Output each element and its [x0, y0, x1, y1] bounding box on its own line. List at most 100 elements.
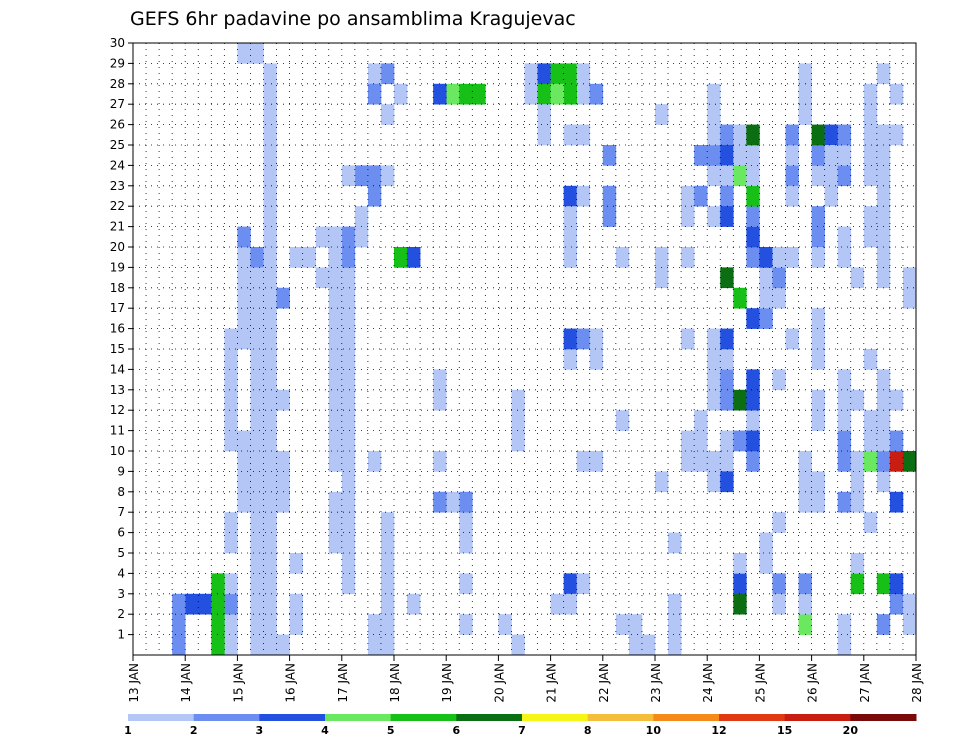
heatmap-cell	[459, 614, 473, 635]
heatmap-cell	[876, 389, 891, 411]
heatmap-cell	[889, 430, 904, 452]
colorbar-label: 3	[256, 724, 264, 737]
heatmap-cell	[628, 614, 643, 635]
heatmap-cell	[824, 124, 838, 146]
heatmap-cell	[263, 185, 277, 207]
heatmap-cell	[889, 389, 904, 411]
x-tick-label: 15 JAN	[231, 663, 245, 703]
heatmap-cells	[172, 43, 917, 656]
heatmap-cell	[341, 410, 356, 431]
heatmap-cell	[876, 451, 891, 472]
heatmap-cell	[902, 287, 917, 309]
heatmap-cell	[250, 532, 264, 554]
heatmap-cell	[681, 206, 695, 227]
heatmap-cell	[876, 226, 891, 248]
y-tick-label: 24	[110, 158, 125, 172]
heatmap-cell	[811, 471, 825, 493]
heatmap-cell	[694, 185, 708, 207]
heatmap-cell	[328, 267, 343, 289]
heatmap-cell	[811, 389, 825, 411]
heatmap-cell	[237, 287, 251, 309]
heatmap-cell	[328, 247, 343, 268]
heatmap-cell	[694, 430, 708, 452]
heatmap-cell	[341, 532, 356, 554]
heatmap-cell	[263, 553, 277, 574]
heatmap-cell	[772, 512, 786, 533]
colorbar-label: 10	[646, 724, 662, 737]
heatmap-cell	[446, 83, 460, 105]
heatmap-cell	[237, 491, 251, 513]
heatmap-cell	[289, 553, 303, 574]
heatmap-cell	[798, 593, 812, 615]
heatmap-cell	[785, 247, 799, 268]
heatmap-cell	[576, 63, 591, 85]
heatmap-cell	[263, 389, 277, 411]
heatmap-cell	[289, 593, 303, 615]
y-tick-label: 8	[117, 485, 125, 499]
heatmap-cell	[707, 165, 721, 187]
heatmap-cell	[720, 369, 734, 391]
heatmap-cell	[341, 451, 356, 472]
heatmap-cell	[211, 573, 225, 595]
y-tick-label: 23	[110, 179, 125, 193]
heatmap-cell	[537, 104, 551, 125]
heatmap-cell	[798, 63, 812, 85]
heatmap-cell	[863, 226, 878, 248]
y-tick-label: 15	[110, 342, 125, 356]
heatmap-cell	[237, 451, 251, 472]
heatmap-cell	[459, 532, 473, 554]
heatmap-cell	[511, 430, 525, 452]
heatmap-cell	[837, 491, 852, 513]
heatmap-cell	[511, 410, 525, 431]
heatmap-cell	[380, 573, 395, 595]
colorbar-label: 2	[190, 724, 198, 737]
heatmap-cell	[341, 226, 356, 248]
colorbar-label: 12	[711, 724, 726, 737]
heatmap-cell	[263, 634, 277, 656]
heatmap-cell	[668, 532, 682, 554]
heatmap-cell	[250, 43, 264, 64]
heatmap-cell	[850, 491, 865, 513]
heatmap-cell	[850, 553, 865, 574]
heatmap-cell	[785, 145, 799, 166]
heatmap-cell	[563, 226, 577, 248]
heatmap-cell	[876, 206, 891, 227]
heatmap-cell	[263, 308, 277, 329]
y-tick-label: 12	[110, 403, 125, 417]
heatmap-cell	[211, 614, 225, 635]
heatmap-cell	[772, 247, 786, 268]
heatmap-cell	[733, 145, 747, 166]
heatmap-cell	[380, 553, 395, 574]
heatmap-cell	[772, 369, 786, 391]
heatmap-cell	[198, 593, 212, 615]
heatmap-cell	[459, 491, 473, 513]
heatmap-cell	[707, 328, 721, 350]
heatmap-cell	[837, 410, 852, 431]
heatmap-cell	[380, 512, 395, 533]
heatmap-cell	[224, 593, 238, 615]
heatmap-cell	[328, 532, 343, 554]
x-tick-label: 24 JAN	[701, 663, 715, 703]
heatmap-cell	[798, 104, 812, 125]
heatmap-cell	[798, 471, 812, 493]
heatmap-cell	[811, 247, 825, 268]
heatmap-cell	[811, 308, 825, 329]
y-tick-label: 13	[110, 383, 125, 397]
heatmap-cell	[328, 349, 343, 370]
heatmap-cell	[341, 287, 356, 309]
heatmap-cell	[563, 247, 577, 268]
heatmap-cell	[837, 124, 852, 146]
heatmap-cell	[576, 124, 591, 146]
heatmap-cell	[863, 512, 878, 533]
y-tick-label: 3	[117, 587, 125, 601]
heatmap-cell	[550, 63, 564, 85]
y-tick-label: 5	[117, 546, 125, 560]
heatmap-cell	[433, 491, 447, 513]
colorbar-swatch	[587, 714, 654, 721]
heatmap-cell	[889, 83, 904, 105]
heatmap-cell	[733, 573, 747, 595]
heatmap-cell	[224, 634, 238, 656]
heatmap-cell	[433, 451, 447, 472]
heatmap-cell	[576, 185, 591, 207]
